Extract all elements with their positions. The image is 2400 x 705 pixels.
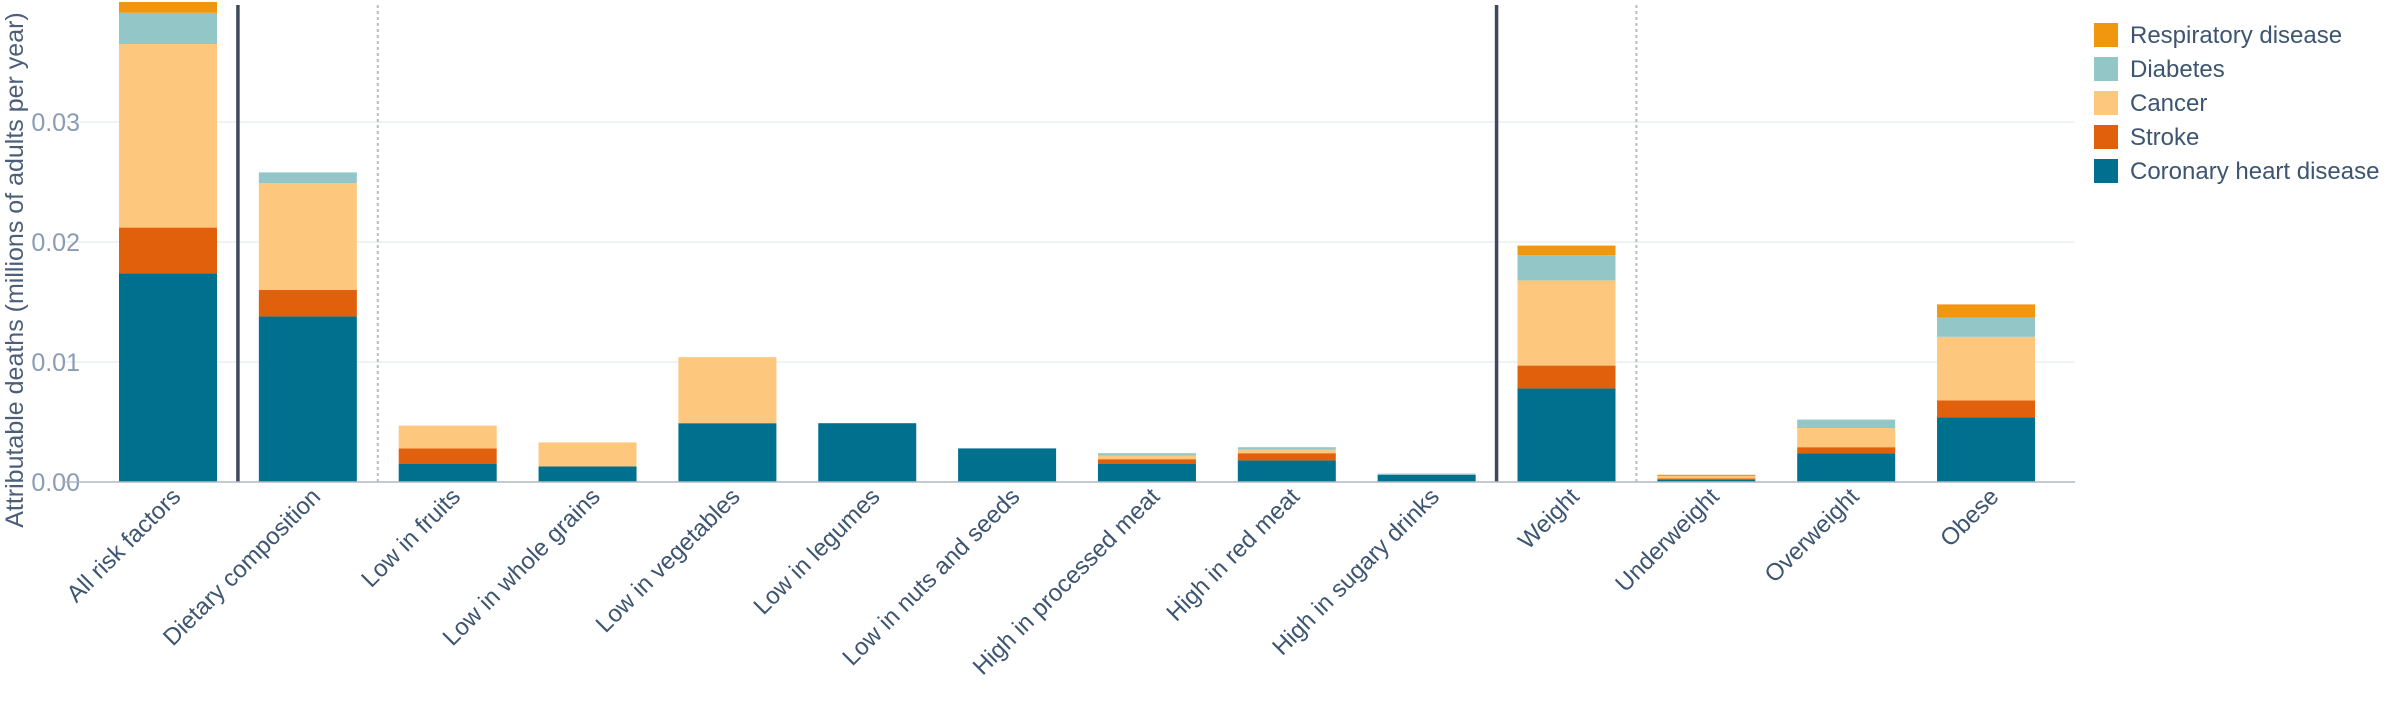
bar-segment-coronary-heart-disease bbox=[119, 273, 217, 482]
bar-segment-cancer bbox=[678, 357, 777, 424]
bars bbox=[119, 2, 2036, 482]
x-category-label: Low in legumes bbox=[748, 483, 885, 620]
bar-segment-coronary-heart-disease bbox=[1377, 474, 1476, 482]
bar-segment-coronary-heart-disease bbox=[958, 448, 1057, 482]
legend-swatch-diabetes bbox=[2094, 57, 2118, 81]
bar-segment-stroke bbox=[1517, 365, 1616, 389]
bar-segment-cancer bbox=[1797, 428, 1896, 448]
bar-segment-diabetes bbox=[1237, 447, 1336, 450]
bar-segment-coronary-heart-disease bbox=[538, 466, 637, 482]
bar-segment-diabetes bbox=[1937, 317, 2036, 337]
bar-segment-cancer bbox=[1937, 336, 2036, 401]
bar-segment-stroke bbox=[1237, 453, 1336, 461]
legend-label-stroke: Stroke bbox=[2130, 124, 2199, 151]
legend-swatch-coronary-heart-disease bbox=[2094, 159, 2118, 183]
bar-segment-cancer bbox=[398, 425, 497, 449]
x-category-label: Dietary composition bbox=[158, 483, 326, 651]
bar-segment-cancer bbox=[1097, 455, 1196, 460]
bar-segment-respiratory-disease bbox=[1937, 304, 2036, 318]
bar-segment-coronary-heart-disease bbox=[1797, 453, 1896, 482]
y-tick-label: 0.03 bbox=[31, 109, 80, 137]
legend-label-cancer: Cancer bbox=[2130, 90, 2207, 117]
x-category-label: Underweight bbox=[1610, 483, 1725, 598]
bar-segment-cancer bbox=[538, 442, 637, 467]
bar-segment-coronary-heart-disease bbox=[258, 316, 357, 482]
bar-segment-coronary-heart-disease bbox=[818, 423, 917, 482]
bar-segment-stroke bbox=[1657, 478, 1756, 480]
bar-segment-stroke bbox=[1097, 459, 1196, 464]
bar-segment-cancer bbox=[258, 183, 357, 290]
bar-segment-coronary-heart-disease bbox=[1097, 464, 1196, 482]
bar-segment-cancer bbox=[119, 44, 217, 228]
bar-segment-stroke bbox=[119, 227, 217, 274]
x-category-label: High in red meat bbox=[1161, 483, 1305, 627]
bar-segment-diabetes bbox=[1377, 473, 1476, 475]
grid-lines bbox=[62, 121, 2075, 363]
y-axis-title: Attributable deaths (millions of adults … bbox=[1, 12, 29, 528]
x-category-label: Overweight bbox=[1760, 483, 1865, 588]
legend: Respiratory disease Diabetes Cancer Stroke C… bbox=[2094, 22, 2379, 185]
legend-label-respiratory-disease: Respiratory disease bbox=[2130, 22, 2342, 49]
bar-segment-diabetes bbox=[1097, 453, 1196, 456]
bar-segment-stroke bbox=[258, 290, 357, 317]
bar-segment-respiratory-disease bbox=[1657, 474, 1756, 476]
x-category-label: Low in vegetables bbox=[591, 483, 746, 638]
legend-label-diabetes: Diabetes bbox=[2130, 56, 2225, 83]
bar-segment-cancer bbox=[1237, 449, 1336, 454]
bar-segment-coronary-heart-disease bbox=[1237, 460, 1336, 482]
bar-segment-stroke bbox=[398, 448, 497, 464]
bar-segment-respiratory-disease bbox=[1517, 245, 1616, 256]
bar-segment-stroke bbox=[1937, 400, 2036, 418]
bar-segment-diabetes bbox=[1797, 419, 1896, 428]
group-separators bbox=[236, 5, 1638, 482]
bar-segment-cancer bbox=[1657, 476, 1756, 479]
legend-swatch-cancer bbox=[2094, 91, 2118, 115]
bar-segment-coronary-heart-disease bbox=[1937, 417, 2036, 482]
bar-segment-respiratory-disease bbox=[119, 2, 217, 13]
bar-segment-diabetes bbox=[1517, 255, 1616, 281]
bar-segment-coronary-heart-disease bbox=[398, 464, 497, 482]
legend-swatch-stroke bbox=[2094, 125, 2118, 149]
bar-segment-coronary-heart-disease bbox=[1657, 479, 1756, 482]
legend-label-coronary-heart-disease: Coronary heart disease bbox=[2130, 158, 2379, 185]
x-category-label: Low in whole grains bbox=[438, 483, 606, 651]
bar-segment-coronary-heart-disease bbox=[678, 423, 777, 482]
x-category-label: Low in fruits bbox=[356, 483, 466, 593]
bar-segment-stroke bbox=[1797, 447, 1896, 454]
x-category-label: Obese bbox=[1935, 483, 2004, 552]
bar-segment-diabetes bbox=[119, 12, 217, 45]
y-tick-label: 0.01 bbox=[31, 349, 80, 377]
bar-segment-cancer bbox=[1517, 280, 1616, 366]
legend-swatch-respiratory-disease bbox=[2094, 23, 2118, 47]
x-category-label: All risk factors bbox=[62, 483, 187, 608]
bar-segment-diabetes bbox=[258, 172, 357, 184]
bar-segment-coronary-heart-disease bbox=[1517, 388, 1616, 482]
y-tick-label: 0.00 bbox=[31, 469, 80, 497]
y-tick-label: 0.02 bbox=[31, 229, 80, 257]
x-category-label: Weight bbox=[1513, 483, 1585, 555]
